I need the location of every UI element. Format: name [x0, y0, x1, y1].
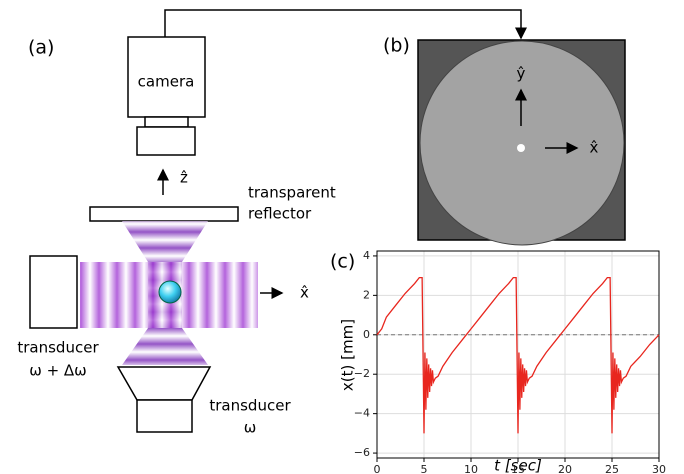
particle — [159, 281, 181, 303]
panel-label: (b) — [383, 35, 410, 57]
y-tick-label: −4 — [354, 407, 370, 420]
x-tick-label: 20 — [558, 463, 572, 474]
x-axis-label: x̂ — [300, 284, 309, 302]
panel-label: (a) — [28, 37, 54, 59]
x-tick-label: 5 — [421, 463, 428, 474]
reflector-label: reflector — [248, 205, 312, 223]
frequency-label: ω — [244, 419, 257, 437]
reflector-label: transparent — [248, 184, 336, 202]
x-tick-label: 10 — [464, 463, 478, 474]
reflector — [90, 207, 238, 221]
panel-label: (c) — [330, 251, 355, 273]
y-tick-label: 0 — [363, 328, 370, 341]
connection-wire — [165, 10, 521, 38]
y-tick-label: 2 — [363, 288, 370, 301]
y-tick-label: 4 — [363, 249, 370, 262]
x-tick-label: 30 — [652, 463, 666, 474]
left-transducer — [30, 256, 77, 328]
figure: (a) camera ẑ transparent reflector x̂ tr… — [0, 0, 684, 474]
y-tick-label: −2 — [354, 367, 370, 380]
y-axis-label: ŷ — [517, 65, 526, 83]
transducer-label: transducer — [209, 397, 291, 415]
particle — [517, 144, 525, 152]
x-tick-label: 25 — [605, 463, 619, 474]
frequency-label: ω + Δω — [29, 362, 87, 380]
z-axis-label: ẑ — [180, 169, 188, 187]
lens — [145, 117, 188, 127]
x-tick-label: 0 — [374, 463, 381, 474]
bottom-transducer-horn — [118, 367, 210, 400]
y-axis-title: x(t) [mm] — [339, 319, 357, 391]
x-tick-label: 15 — [511, 463, 525, 474]
panel-b: (b) ŷ x̂ — [383, 35, 625, 246]
y-tick-label: −6 — [354, 446, 370, 459]
bottom-transducer — [137, 400, 192, 432]
camera-label: camera — [138, 73, 195, 91]
transducer-label: transducer — [17, 339, 99, 357]
lens — [137, 127, 195, 155]
x-axis-label: x̂ — [590, 139, 599, 157]
